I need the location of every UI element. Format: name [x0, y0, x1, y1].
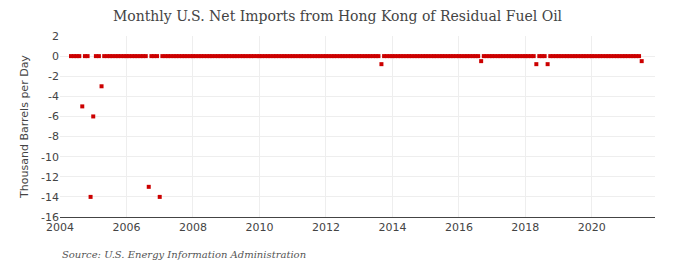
svg-text:-6: -6 — [48, 110, 59, 123]
svg-text:0: 0 — [52, 50, 59, 63]
svg-text:-4: -4 — [48, 90, 59, 103]
svg-text:Monthly U.S. Net Imports from: Monthly U.S. Net Imports from Hong Kong … — [113, 8, 563, 24]
svg-text:2020: 2020 — [578, 221, 606, 234]
svg-text:2: 2 — [52, 30, 59, 43]
svg-text:2004: 2004 — [46, 221, 74, 234]
svg-text:2008: 2008 — [179, 221, 207, 234]
svg-text:-16: -16 — [41, 211, 59, 224]
svg-text:-12: -12 — [41, 171, 59, 184]
svg-text:2006: 2006 — [112, 221, 140, 234]
svg-text:-8: -8 — [48, 130, 59, 143]
svg-text:2012: 2012 — [312, 221, 340, 234]
svg-text:2018: 2018 — [511, 221, 539, 234]
svg-text:Thousand Barrels per Day: Thousand Barrels per Day — [18, 55, 31, 199]
svg-text:Source: U.S. Energy Informatio: Source: U.S. Energy Information Administ… — [62, 249, 306, 260]
svg-text:-10: -10 — [41, 151, 59, 164]
svg-text:2016: 2016 — [445, 221, 473, 234]
svg-text:-2: -2 — [48, 70, 59, 83]
svg-text:2014: 2014 — [378, 221, 406, 234]
svg-text:-14: -14 — [41, 191, 59, 204]
svg-text:2010: 2010 — [245, 221, 273, 234]
